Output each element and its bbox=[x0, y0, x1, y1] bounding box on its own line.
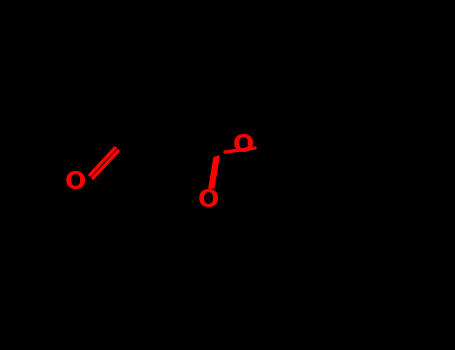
Text: CH₃: CH₃ bbox=[40, 111, 80, 130]
Text: O: O bbox=[197, 188, 218, 212]
Text: O: O bbox=[233, 133, 253, 157]
Text: O: O bbox=[64, 170, 86, 194]
